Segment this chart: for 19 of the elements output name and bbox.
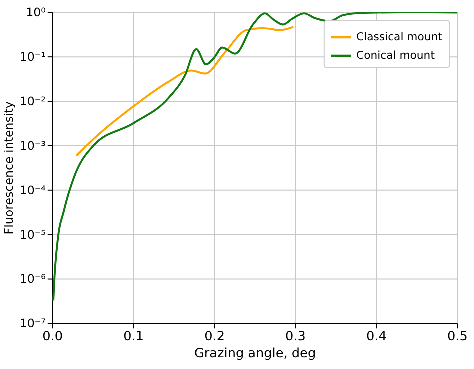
- line-series: [76, 26, 295, 157]
- x-tick-label: 0.2: [204, 329, 225, 344]
- y-tick-label: 10⁻²: [20, 94, 46, 108]
- x-tick-label: 0.1: [124, 329, 144, 344]
- x-tick-label: 0.0: [42, 329, 64, 344]
- y-tick-label: 10⁻⁵: [20, 228, 46, 242]
- legend-label: Conical mount: [356, 49, 435, 62]
- x-tick-label: 0.4: [366, 329, 387, 344]
- y-tick-label: 10⁻⁶: [20, 272, 46, 286]
- y-tick-label: 10⁻¹: [20, 50, 46, 64]
- x-tick-label: 0.3: [286, 329, 306, 344]
- y-axis-title: Fluorescence intensity: [2, 102, 16, 235]
- y-tick-label: 10⁰: [26, 6, 46, 20]
- x-axis-title: Grazing angle, deg: [194, 346, 316, 362]
- y-tick-label: 10⁻⁴: [20, 183, 46, 198]
- legend-label: Classical mount: [356, 30, 442, 44]
- y-tick-label: 10⁻⁷: [20, 316, 46, 331]
- x-tick-label: 0.5: [448, 329, 468, 344]
- y-tick-label: 10⁻³: [20, 138, 46, 153]
